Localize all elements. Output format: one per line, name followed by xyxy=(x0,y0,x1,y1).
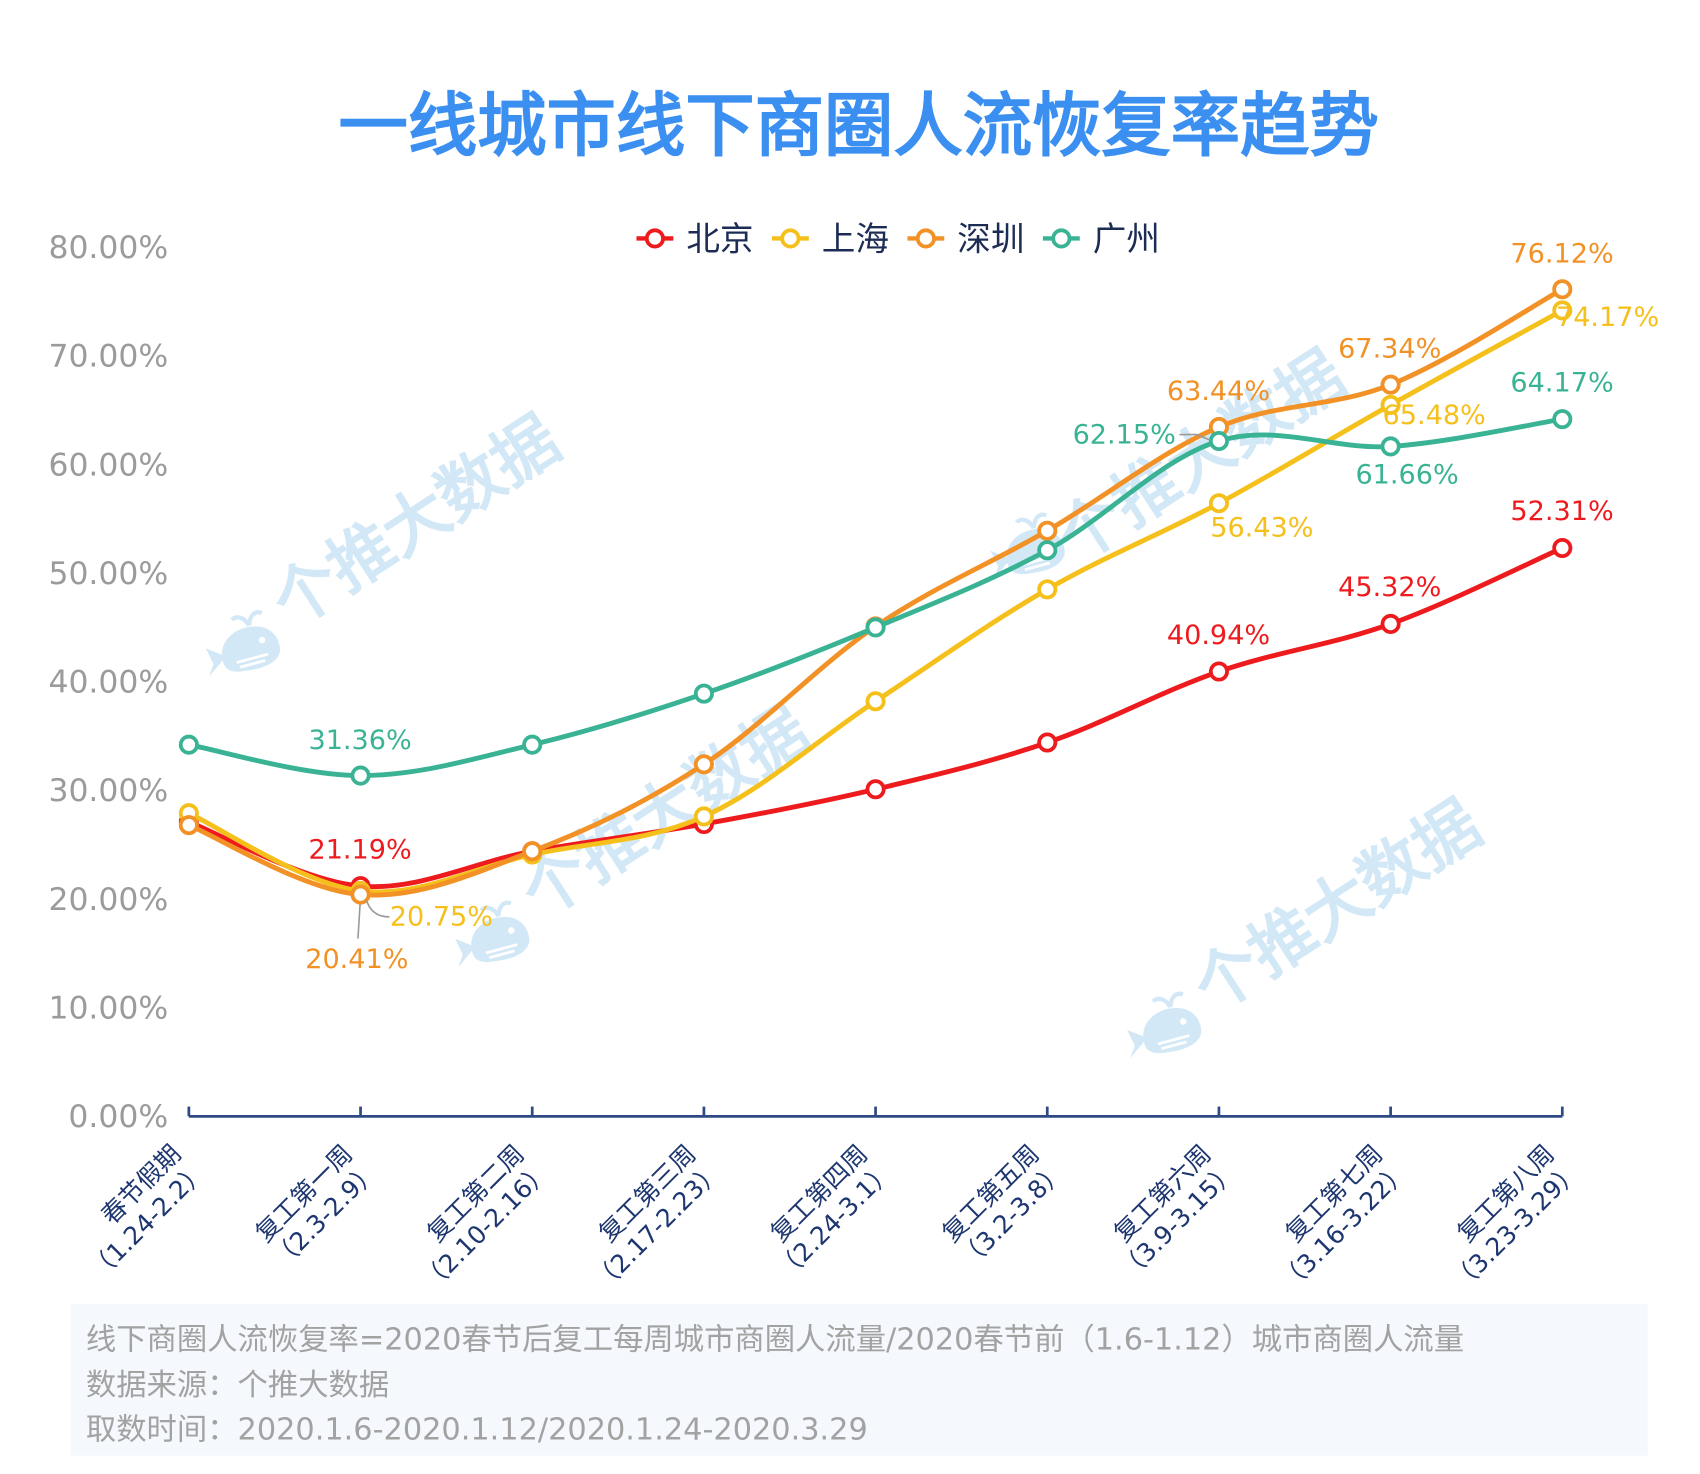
data-point-1-5 xyxy=(1037,579,1058,600)
data-label-3-8: 64.17% xyxy=(1510,367,1613,398)
data-label-3-7: 61.66% xyxy=(1355,459,1458,490)
legend-item-1: 上海 xyxy=(771,219,889,258)
legend: 北京 上海 深圳 广州 xyxy=(636,219,1160,258)
data-point-0-4 xyxy=(865,779,886,800)
data-label-0-7: 45.32% xyxy=(1338,572,1441,603)
legend-item-0: 北京 xyxy=(636,219,754,258)
legend-marker-icon xyxy=(780,228,801,249)
y-tick-label: 10.00% xyxy=(48,991,168,1027)
data-point-0-8 xyxy=(1552,537,1573,559)
y-tick-label: 60.00% xyxy=(48,447,168,483)
page-background xyxy=(7,0,1693,1474)
data-point-3-3 xyxy=(693,683,714,704)
legend-label: 北京 xyxy=(686,219,753,258)
y-tick-label: 0.00% xyxy=(68,1099,168,1135)
legend-marker-icon xyxy=(1051,228,1072,249)
series-layer xyxy=(178,279,1573,905)
data-point-2-3 xyxy=(693,754,714,775)
footer-formula: 线下商圈人流恢复率=2020春节后复工每周城市商圈人流量/2020春节前（1.6… xyxy=(86,1322,1464,1357)
footer-note: 线下商圈人流恢复率=2020春节后复工每周城市商圈人流量/2020春节前（1.6… xyxy=(70,1303,1648,1456)
data-label-0-1: 21.19% xyxy=(308,834,411,865)
y-tick-label: 50.00% xyxy=(48,556,168,592)
data-point-0-6 xyxy=(1208,661,1229,682)
data-label-1-6: 56.43% xyxy=(1210,512,1313,543)
data-label-layer: 21.19% 40.94% 45.32% 52.31% 20.75% 56.43% 65.4… xyxy=(305,238,1659,975)
chart-title: 一线城市线下商圈人流恢复率趋势 xyxy=(338,87,1378,167)
data-label-0-6: 40.94% xyxy=(1167,620,1270,651)
legend-marker-icon xyxy=(644,228,665,249)
data-point-2-5 xyxy=(1037,520,1058,541)
data-label-3-1: 31.36% xyxy=(308,725,411,756)
data-point-3-5 xyxy=(1037,540,1058,561)
y-tick-label: 80.00% xyxy=(48,230,168,266)
data-point-3-8 xyxy=(1552,409,1573,430)
data-point-3-4 xyxy=(865,617,886,638)
data-label-2-7: 67.34% xyxy=(1338,334,1441,365)
label-leader-line xyxy=(1179,433,1211,441)
y-tick-label: 30.00% xyxy=(48,773,168,809)
data-point-1-7 xyxy=(1380,394,1401,415)
y-tick-label: 20.00% xyxy=(48,882,168,918)
data-point-3-1 xyxy=(350,765,371,786)
data-label-3-6: 62.15% xyxy=(1073,419,1176,450)
legend-label: 上海 xyxy=(822,219,889,258)
data-label-2-1: 20.41% xyxy=(305,944,408,975)
data-label-1-1: 20.75% xyxy=(390,902,493,933)
whale-logo-icon xyxy=(205,610,281,677)
data-point-3-7 xyxy=(1380,436,1401,457)
footer-background xyxy=(70,1303,1648,1456)
data-point-2-0 xyxy=(178,815,199,836)
data-point-1-8 xyxy=(1552,300,1573,321)
data-point-2-7 xyxy=(1380,374,1401,395)
data-point-2-1 xyxy=(350,884,371,905)
y-tick-label: 70.00% xyxy=(48,339,168,375)
data-label-0-8: 52.31% xyxy=(1510,496,1613,527)
whale-logo-icon xyxy=(455,900,530,968)
data-point-3-0 xyxy=(178,734,199,755)
legend-item-3: 广州 xyxy=(1042,219,1160,258)
data-label-2-8: 76.12% xyxy=(1510,238,1613,269)
data-point-2-8 xyxy=(1552,279,1573,300)
data-point-0-7 xyxy=(1380,613,1401,634)
whale-logo-icon xyxy=(1127,991,1202,1059)
data-point-2-2 xyxy=(522,841,543,862)
legend-label: 深圳 xyxy=(957,219,1024,258)
legend-item-2: 深圳 xyxy=(907,219,1024,258)
data-label-2-6: 63.44% xyxy=(1167,376,1270,407)
data-point-0-5 xyxy=(1037,732,1058,753)
data-label-1-7: 65.48% xyxy=(1383,400,1486,431)
y-axis: 0.00% 10.00% 20.00% 30.00% 40.00% 50.00% 60.00… xyxy=(48,230,168,1135)
footer-period: 取数时间：2020.1.6-2020.1.12/2020.1.24-2020.3… xyxy=(86,1412,868,1447)
label-leader-line xyxy=(357,903,361,939)
data-point-3-2 xyxy=(522,734,543,755)
label-leader-line xyxy=(365,900,390,918)
footer-source: 数据来源：个推大数据 xyxy=(86,1368,389,1403)
data-point-3-6 xyxy=(1208,430,1229,452)
legend-marker-icon xyxy=(915,228,936,249)
data-point-1-4 xyxy=(865,691,886,712)
legend-label: 广州 xyxy=(1093,219,1160,258)
series-3 xyxy=(178,409,1573,786)
data-point-1-6 xyxy=(1208,493,1229,514)
y-tick-label: 40.00% xyxy=(48,665,168,701)
data-point-1-3 xyxy=(693,806,714,827)
data-label-1-8: 74.17% xyxy=(1556,302,1659,333)
